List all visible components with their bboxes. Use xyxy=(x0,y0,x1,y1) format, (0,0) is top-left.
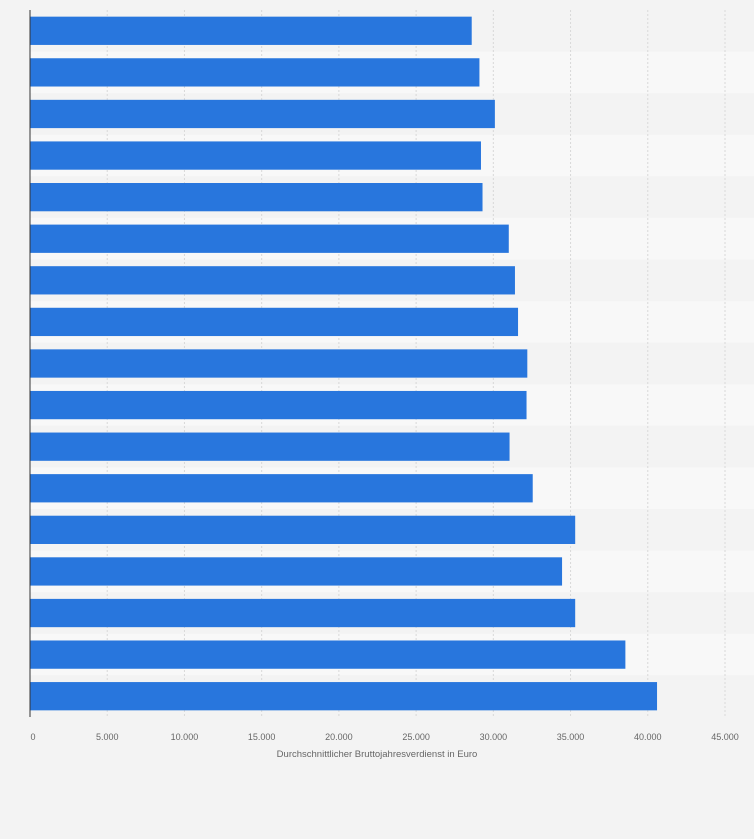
bar[interactable] xyxy=(30,307,519,337)
bar[interactable] xyxy=(30,99,495,129)
x-tick-label: 10.000 xyxy=(171,732,199,742)
x-tick-label: 25.000 xyxy=(402,732,430,742)
bar[interactable] xyxy=(30,474,533,503)
x-tick-label: 30.000 xyxy=(480,732,508,742)
bar[interactable] xyxy=(30,598,576,628)
bar[interactable] xyxy=(30,58,480,87)
x-axis-label: Durchschnittlicher Bruttojahresverdienst… xyxy=(277,749,478,760)
bar[interactable] xyxy=(30,557,563,586)
bar[interactable] xyxy=(30,432,510,461)
bar[interactable] xyxy=(30,682,658,711)
x-tick-label: 35.000 xyxy=(557,732,585,742)
x-tick-label: 0 xyxy=(30,732,35,742)
bar[interactable] xyxy=(30,183,483,212)
bar[interactable] xyxy=(30,16,472,45)
x-tick-labels: 0 5.000 10.000 15.000 20.000 25.000 30.000 35.0… xyxy=(30,732,738,742)
bar[interactable] xyxy=(30,349,528,378)
bar[interactable] xyxy=(30,266,515,295)
bar[interactable] xyxy=(30,390,527,420)
x-tick-label: 45.000 xyxy=(711,732,739,742)
bar[interactable] xyxy=(30,141,481,170)
bar[interactable] xyxy=(30,640,626,669)
bar[interactable] xyxy=(30,515,576,544)
bar[interactable] xyxy=(30,224,509,253)
x-tick-label: 5.000 xyxy=(96,732,119,742)
x-tick-label: 40.000 xyxy=(634,732,662,742)
x-tick-label: 15.000 xyxy=(248,732,276,742)
bars xyxy=(30,16,658,711)
x-tick-label: 20.000 xyxy=(325,732,353,742)
